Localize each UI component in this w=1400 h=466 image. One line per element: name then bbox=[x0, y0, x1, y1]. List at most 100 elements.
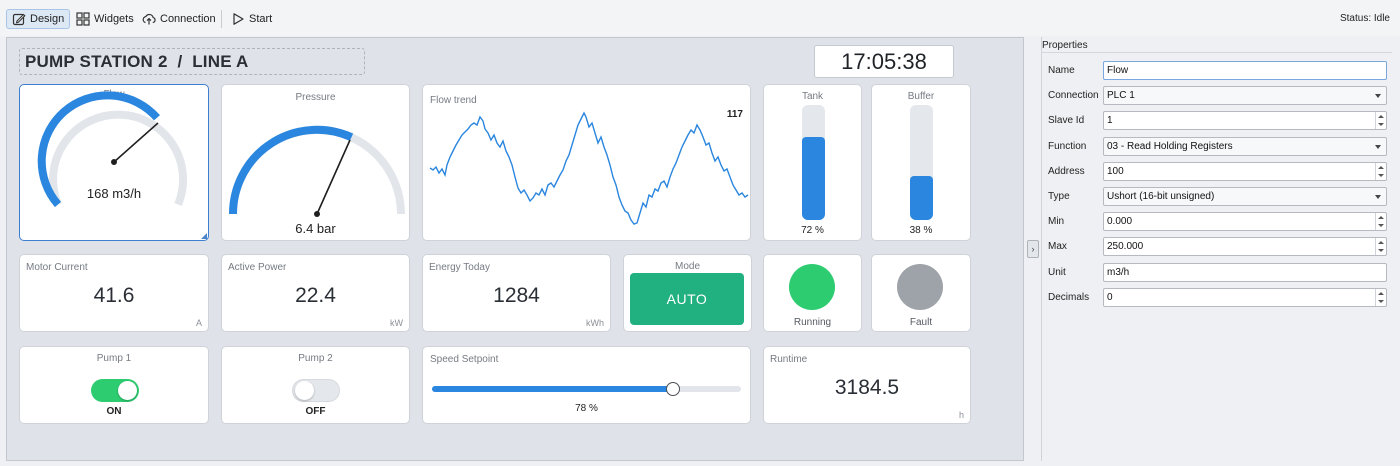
spinner-buttons[interactable] bbox=[1375, 288, 1386, 306]
spin-down-icon[interactable] bbox=[1378, 123, 1384, 127]
spin-down-icon[interactable] bbox=[1378, 224, 1384, 228]
pump1-toggle[interactable] bbox=[91, 379, 139, 402]
property-label: Address bbox=[1048, 165, 1085, 177]
start-button[interactable]: Start bbox=[226, 9, 277, 29]
property-connection-select[interactable]: PLC 1 bbox=[1103, 86, 1387, 106]
speed-setpoint-widget[interactable]: Speed Setpoint 78 % bbox=[422, 346, 751, 424]
property-value: 1 bbox=[1107, 115, 1113, 127]
dashboard-title-box[interactable]: PUMP STATION 2 / LINE A bbox=[19, 48, 365, 75]
spinner-buttons[interactable] bbox=[1375, 112, 1386, 130]
motor-current-title: Motor Current bbox=[26, 262, 88, 273]
property-function-select[interactable]: 03 - Read Holding Registers bbox=[1103, 136, 1387, 156]
property-unit-field[interactable]: m3/h bbox=[1103, 262, 1387, 282]
flow-gauge-widget[interactable]: Flow 168 m3/h bbox=[19, 84, 209, 241]
tank-bar-track bbox=[802, 105, 825, 220]
mode-auto-button[interactable]: AUTO bbox=[630, 273, 744, 325]
property-row-unit: Unit m3/h bbox=[1042, 262, 1392, 282]
runtime-value: 3184.5 bbox=[834, 376, 900, 399]
flow-trend-chart bbox=[429, 111, 749, 225]
property-value: 250.000 bbox=[1107, 241, 1144, 253]
speed-setpoint-value: 78 % bbox=[575, 403, 598, 414]
flow-gauge-pivot bbox=[111, 159, 117, 165]
property-value: 0.000 bbox=[1107, 216, 1133, 228]
design-button[interactable]: Design bbox=[6, 9, 71, 29]
property-slave-id-field[interactable]: 1 bbox=[1103, 111, 1387, 131]
spin-down-icon[interactable] bbox=[1378, 299, 1384, 303]
properties-panel: Properties Name Flow Connection PLC 1 Slave … bbox=[1041, 37, 1400, 461]
dashboard-canvas[interactable]: PUMP STATION 2 / LINE A 17:05:38 Flow 16… bbox=[6, 37, 1024, 461]
property-decimals-field[interactable]: 0 bbox=[1103, 287, 1387, 307]
pump2-toggle[interactable] bbox=[292, 379, 340, 402]
pump1-toggle-knob bbox=[118, 381, 137, 400]
speed-slider-thumb[interactable] bbox=[666, 382, 681, 396]
pressure-gauge-needle bbox=[316, 139, 351, 215]
property-row-function: Function 03 - Read Holding Registers bbox=[1042, 136, 1392, 156]
chevron-right-icon: › bbox=[1031, 244, 1035, 254]
pressure-gauge-track bbox=[229, 126, 405, 215]
flow-gauge-needle bbox=[113, 122, 159, 163]
property-value: Flow bbox=[1107, 65, 1129, 76]
property-max-field[interactable]: 250.000 bbox=[1103, 237, 1387, 257]
mode-widget[interactable]: Mode AUTO bbox=[623, 254, 752, 332]
spin-up-icon[interactable] bbox=[1378, 115, 1384, 119]
runtime-title: Runtime bbox=[770, 354, 808, 365]
property-min-field[interactable]: 0.000 bbox=[1103, 212, 1387, 232]
property-label: Min bbox=[1048, 216, 1065, 228]
spinner-buttons[interactable] bbox=[1375, 162, 1386, 180]
flow-gauge-track bbox=[49, 110, 188, 207]
property-label: Name bbox=[1048, 65, 1075, 76]
tank-percent: 72 % bbox=[801, 225, 824, 236]
pressure-gauge-fill bbox=[228, 125, 354, 215]
pump1-title: Pump 1 bbox=[96, 353, 132, 364]
property-value: Ushort (16-bit unsigned) bbox=[1107, 191, 1215, 202]
dashboard-title: PUMP STATION 2 / LINE A bbox=[25, 52, 249, 71]
spinner-buttons[interactable] bbox=[1375, 238, 1386, 256]
flow-trend-title: Flow trend bbox=[430, 95, 477, 106]
pump2-state: OFF bbox=[305, 406, 326, 417]
property-type-select[interactable]: Ushort (16-bit unsigned) bbox=[1103, 187, 1387, 206]
fault-indicator-widget[interactable]: Fault bbox=[871, 254, 971, 332]
property-label: Type bbox=[1048, 191, 1070, 202]
motor-current-widget[interactable]: Motor Current 41.6 A bbox=[19, 254, 209, 332]
widgets-button[interactable]: Widgets bbox=[71, 9, 139, 29]
flow-trend-widget[interactable]: Flow trend 117 bbox=[422, 84, 751, 241]
pressure-gauge-widget[interactable]: Pressure 6.4 bar bbox=[221, 84, 410, 241]
connection-button[interactable]: Connection bbox=[137, 9, 221, 29]
spin-down-icon[interactable] bbox=[1378, 249, 1384, 253]
properties-title: Properties bbox=[1042, 40, 1088, 51]
runtime-unit: h bbox=[958, 410, 964, 420]
grid-icon bbox=[76, 12, 90, 26]
spin-up-icon[interactable] bbox=[1378, 241, 1384, 245]
property-label: Unit bbox=[1048, 266, 1066, 278]
active-power-title: Active Power bbox=[228, 262, 287, 273]
flow-trend-line bbox=[429, 111, 749, 225]
spinner-buttons[interactable] bbox=[1375, 213, 1386, 231]
runtime-widget[interactable]: Runtime 3184.5 h bbox=[763, 346, 971, 424]
spin-up-icon[interactable] bbox=[1378, 291, 1384, 295]
property-label: Decimals bbox=[1048, 291, 1090, 303]
chevron-down-icon bbox=[1375, 144, 1381, 149]
pump2-widget[interactable]: Pump 2 OFF bbox=[221, 346, 410, 424]
status-text: Status: Idle bbox=[1339, 13, 1390, 24]
buffer-level-widget[interactable]: Buffer 38 % bbox=[871, 84, 971, 241]
property-name-field[interactable]: Flow bbox=[1103, 61, 1387, 80]
running-label: Running bbox=[793, 317, 832, 328]
buffer-title: Buffer bbox=[907, 91, 935, 102]
energy-today-title: Energy Today bbox=[429, 262, 490, 273]
chevron-down-icon bbox=[1375, 94, 1381, 99]
active-power-widget[interactable]: Active Power 22.4 kW bbox=[221, 254, 410, 332]
running-indicator-widget[interactable]: Running bbox=[763, 254, 862, 332]
speed-slider-track[interactable] bbox=[432, 382, 741, 396]
spin-up-icon[interactable] bbox=[1378, 216, 1384, 220]
spin-up-icon[interactable] bbox=[1378, 165, 1384, 169]
property-address-field[interactable]: 100 bbox=[1103, 161, 1387, 181]
pump1-widget[interactable]: Pump 1 ON bbox=[19, 346, 209, 424]
clock-display[interactable]: 17:05:38 bbox=[814, 45, 954, 78]
spin-down-icon[interactable] bbox=[1378, 173, 1384, 177]
running-lamp bbox=[789, 264, 835, 310]
tank-level-widget[interactable]: Tank 72 % bbox=[763, 84, 862, 241]
collapse-panel-button[interactable]: › bbox=[1027, 240, 1039, 258]
resize-handle[interactable] bbox=[201, 233, 207, 239]
property-row-max: Max 250.000 bbox=[1042, 237, 1392, 257]
energy-today-widget[interactable]: Energy Today 1284 kWh bbox=[422, 254, 611, 332]
